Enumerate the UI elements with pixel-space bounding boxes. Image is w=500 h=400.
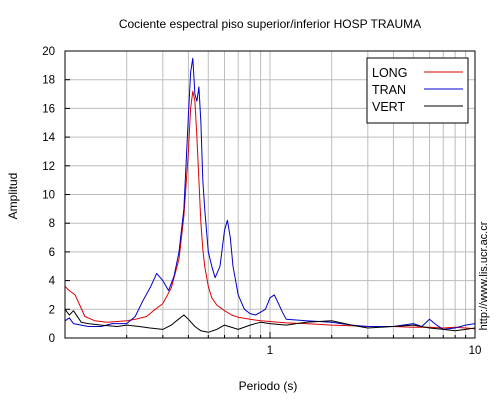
vert-series-line [64, 308, 476, 333]
y-tick-label: 16 [42, 103, 55, 115]
y-tick-label: 4 [49, 276, 56, 288]
y-tick-label: 10 [42, 190, 55, 202]
x-tick-label: 1 [267, 345, 273, 357]
y-tick-label: 20 [42, 46, 55, 58]
series-lines [64, 57, 476, 333]
y-tick-label: 18 [42, 75, 55, 87]
legend-label-tran: TRAN [372, 83, 406, 97]
y-tick-label: 0 [49, 333, 55, 345]
y-tick-label: 6 [49, 247, 55, 259]
legend-label-long: LONG [372, 66, 407, 80]
source-url: http://www.lis.ucr.ac.cr [478, 221, 490, 330]
y-tick-label: 14 [42, 132, 55, 144]
x-axis-label: Periodo (s) [239, 379, 298, 393]
x-tick-label: 10 [469, 345, 482, 357]
legend: LONG TRAN VERT [366, 57, 469, 124]
axis-ticks: 0 2 4 6 8 10 12 14 16 18 20 1 10 [42, 46, 481, 357]
y-tick-label: 12 [42, 161, 55, 173]
y-tick-label: 2 [49, 304, 55, 316]
legend-box [366, 57, 469, 124]
y-axis-label: Amplitud [6, 173, 20, 220]
y-tick-label: 8 [49, 218, 55, 230]
chart-title: Cociente espectral piso superior/inferio… [119, 17, 421, 31]
legend-label-vert: VERT [372, 100, 405, 114]
